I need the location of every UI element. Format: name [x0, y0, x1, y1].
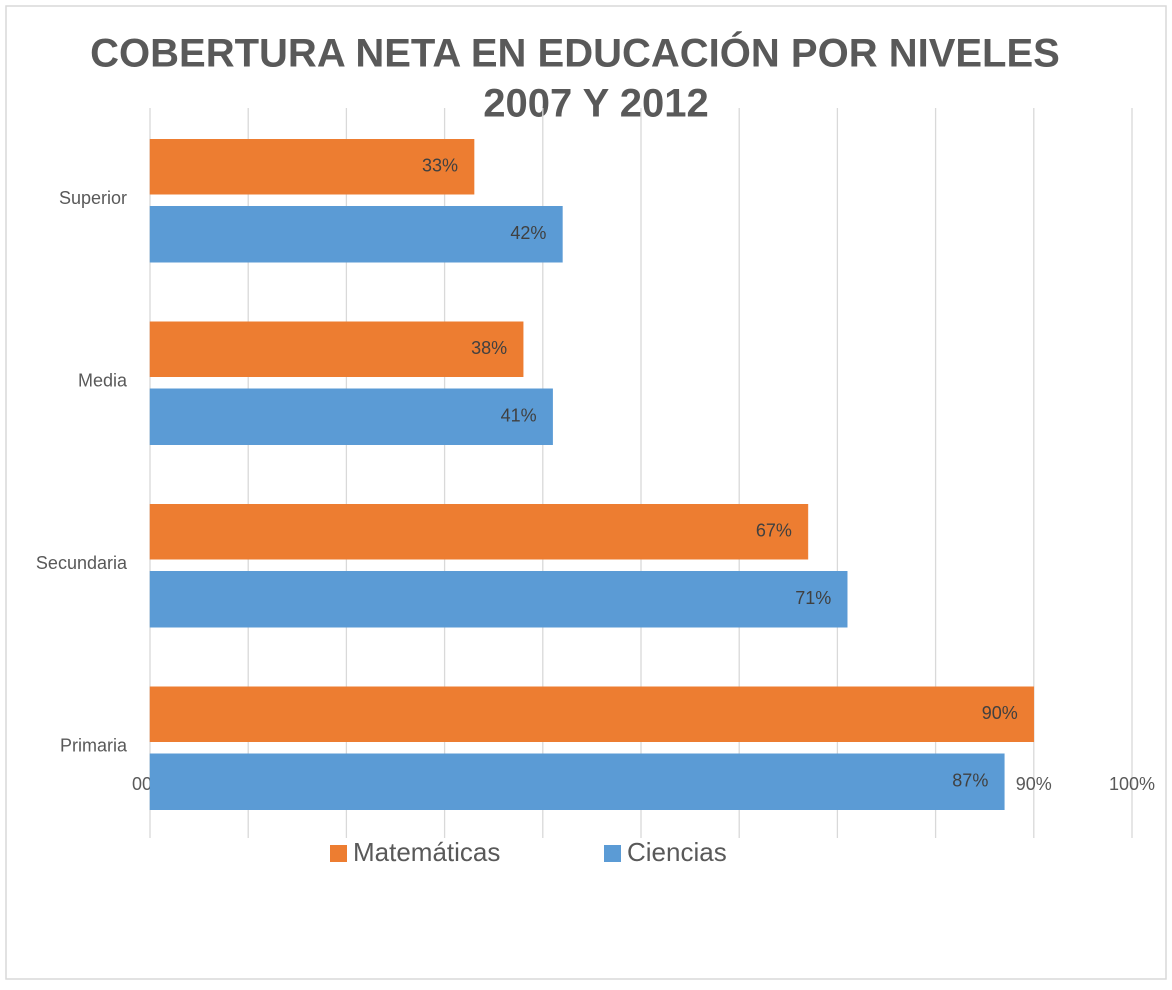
data-label: 71% [795, 588, 831, 608]
data-label: 87% [952, 771, 988, 791]
y-tick-label: Primaria [60, 736, 128, 756]
x-tick-label: 100% [1109, 774, 1155, 794]
data-label: 38% [471, 338, 507, 358]
chart-title: 2007 Y 2012 [483, 82, 708, 126]
bar [149, 571, 848, 628]
bar [149, 686, 1035, 742]
chart-title: COBERTURA NETA EN EDUCACIÓN POR NIVELES [90, 30, 1060, 76]
legend-swatch [330, 845, 347, 862]
y-tick-label: Secundaria [36, 553, 128, 573]
data-label: 41% [501, 406, 537, 426]
bar [149, 321, 524, 377]
bar [149, 504, 809, 560]
x-tick-label: 90% [1016, 774, 1052, 794]
bar [149, 206, 563, 263]
data-label: 67% [756, 521, 792, 541]
bar [149, 139, 475, 195]
legend-label: Ciencias [627, 837, 727, 867]
legend-label: Matemáticas [353, 837, 500, 867]
bar [149, 388, 553, 445]
y-tick-label: Media [78, 371, 128, 391]
data-label: 42% [510, 223, 546, 243]
y-tick-label: Superior [59, 188, 127, 208]
bar [149, 753, 1005, 810]
data-label: 90% [982, 703, 1018, 723]
legend-swatch [604, 845, 621, 862]
data-label: 33% [422, 156, 458, 176]
